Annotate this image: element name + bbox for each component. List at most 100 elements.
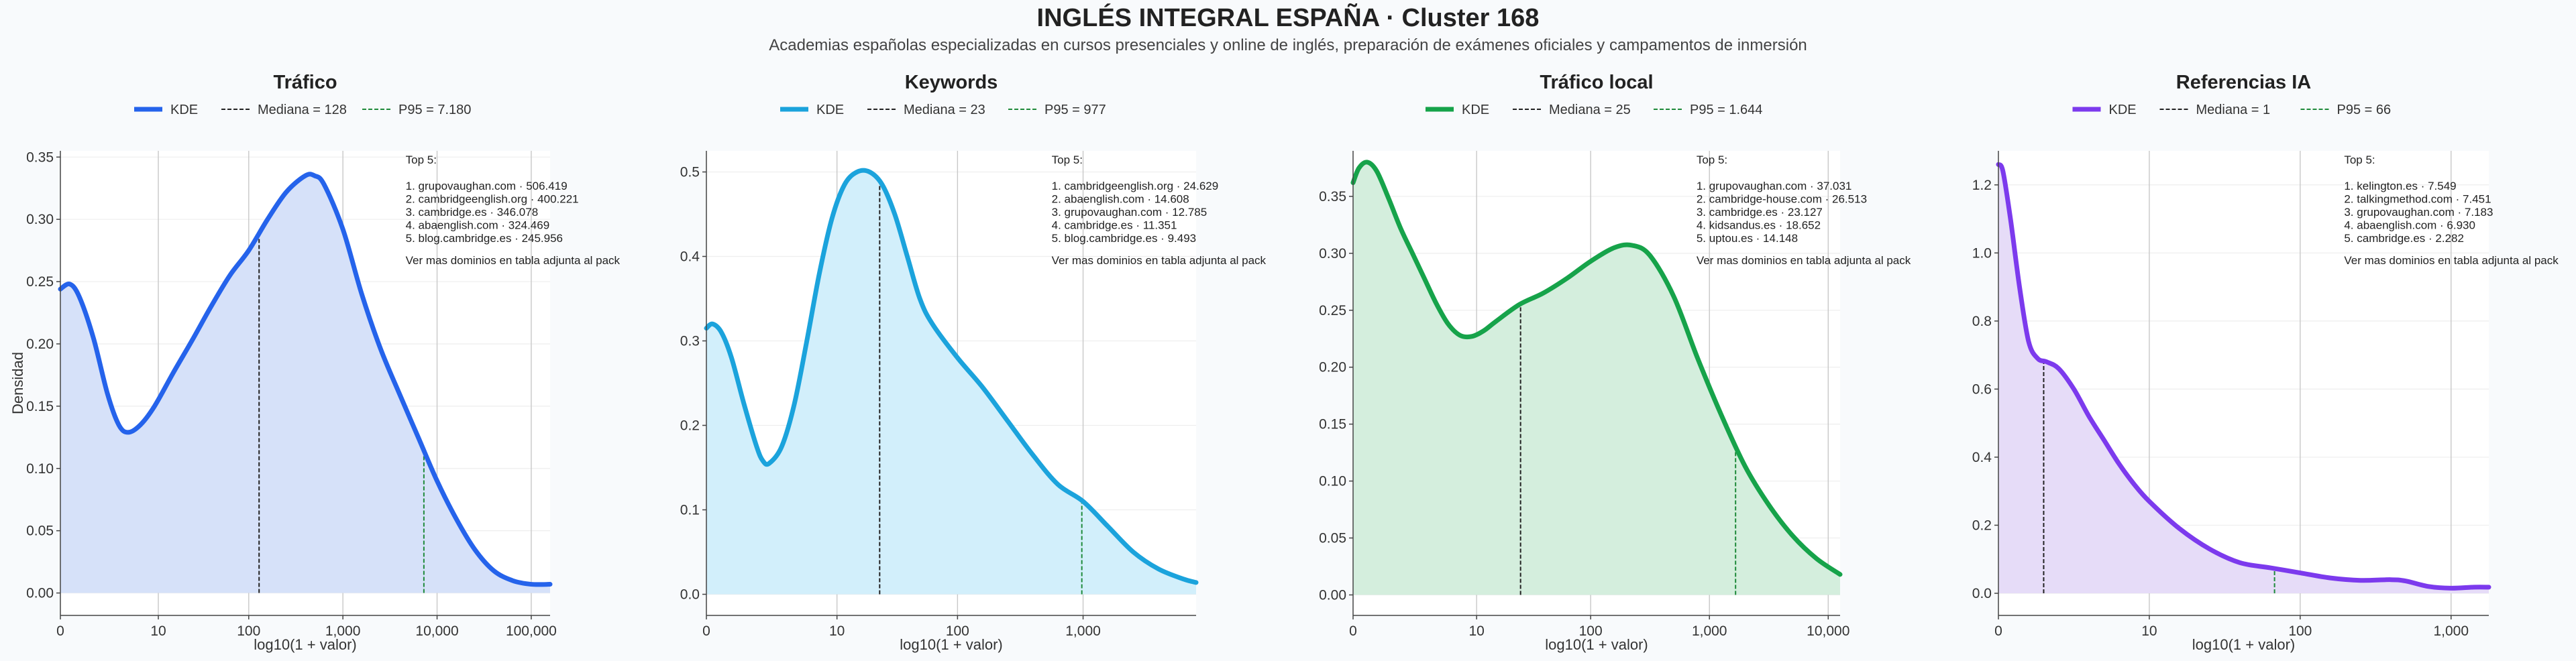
chart-title: Tráfico: [273, 72, 337, 93]
annotation-top-item: 2. cambridgeenglish.org · 400.221: [406, 193, 579, 206]
y-tick-label: 0.00: [26, 586, 54, 601]
y-tick-label: 0.30: [26, 212, 54, 227]
chart-panel-trafico: 0.00 0.05 0.10 0.15 0.20 0.25 0.30 0.35 0 10 100 1,…: [0, 0, 644, 661]
y-tick-label: 0.2: [680, 418, 700, 434]
annotation-top-item: 3. grupovaughan.com · 12.785: [1052, 206, 1208, 219]
chart-title: Tráfico local: [1540, 72, 1653, 93]
x-tick-label: 10: [2141, 623, 2157, 639]
y-tick-label: 0.10: [26, 461, 54, 477]
y-tick-label: 1.2: [1972, 178, 1992, 193]
x-tick-label: 100: [237, 623, 260, 639]
y-tick-label: 0.4: [680, 249, 700, 265]
y-tick-label: 0.10: [1319, 474, 1346, 489]
y-tick-label: 0.0: [680, 587, 700, 603]
annotation-top-item: 2. abaenglish.com · 14.608: [1052, 193, 1189, 206]
annotation-top-title: Top 5:: [1697, 154, 1727, 166]
annotation-top-item: 1. kelington.es · 7.549: [2344, 180, 2456, 192]
chart-panel-referencias-ia: 0.0 0.2 0.4 0.6 0.8 1.0 1.2 0 10 100 1,000 log10(1 …: [1932, 0, 2576, 661]
chart-panel-trafico-local: 0.00 0.05 0.10 0.15 0.20 0.25 0.30 0.35 0 10 100 1,…: [1288, 0, 1932, 661]
x-axis-label: log10(1 + valor): [254, 636, 356, 653]
y-tick-label: 0.8: [1972, 314, 1992, 329]
kde-line: [1996, 162, 2491, 591]
chart-trafico-local: 0.00 0.05 0.10 0.15 0.20 0.25 0.30 0.35 0 10 100 1,…: [1319, 72, 1911, 653]
x-tick-label: 10: [829, 623, 845, 639]
y-tick-label: 0.25: [1319, 303, 1346, 318]
legend-label-median: Mediana = 128: [258, 103, 347, 117]
annotation-top-item: 2. talkingmethod.com · 7.451: [2344, 193, 2491, 206]
y-tick-label: 0.05: [26, 524, 54, 539]
annotation-top-item: 3. cambridge.es · 23.127: [1697, 206, 1823, 219]
annotation-top-item: 5. blog.cambridge.es · 245.956: [406, 232, 563, 245]
x-tick-label: 10: [1468, 623, 1484, 639]
annotation-top-item: 1. grupovaughan.com · 506.419: [406, 180, 568, 192]
y-tick-label: 0.15: [1319, 417, 1346, 432]
annotation-top-item: 1. grupovaughan.com · 37.031: [1697, 180, 1852, 192]
legend-label-p95: P95 = 7.180: [398, 103, 471, 117]
legend-label-kde: KDE: [816, 103, 844, 117]
annotation-top-item: 5. blog.cambridge.es · 9.493: [1052, 232, 1196, 245]
y-tick-label: 0.0: [1972, 586, 1992, 601]
chart-title: Referencias IA: [2176, 72, 2312, 93]
annotation-top-item: 3. cambridge.es · 346.078: [406, 206, 539, 219]
legend-label-median: Mediana = 1: [2196, 103, 2271, 117]
x-tick-label: 0: [56, 623, 64, 639]
legend-label-median: Mediana = 25: [1549, 103, 1631, 117]
annotation-top-title: Top 5:: [2344, 154, 2375, 166]
annotation-top-item: 2. cambridge-house.com · 26.513: [1697, 193, 1867, 206]
y-axis-label: Densidad: [9, 352, 26, 414]
chart-title: Keywords: [905, 72, 998, 93]
x-tick-label: 0: [1349, 623, 1357, 639]
kde-area: [706, 170, 1196, 595]
y-tick-label: 0.20: [1319, 360, 1346, 375]
legend-label-p95: P95 = 1.644: [1690, 103, 1762, 117]
legend-label-p95: P95 = 66: [2337, 103, 2392, 117]
annotation-top-item: 4. abaenglish.com · 6.930: [2344, 219, 2475, 232]
x-tick-label: 10: [150, 623, 166, 639]
y-tick-label: 0.4: [1972, 450, 1992, 465]
legend-label-kde: KDE: [170, 103, 198, 117]
x-axis-label: log10(1 + valor): [1545, 636, 1648, 653]
annotation-top-item: 4. cambridge.es · 11.351: [1052, 219, 1177, 232]
annotation-top-item: 4. abaenglish.com · 324.469: [406, 219, 550, 232]
x-tick-label: 1,000: [1065, 623, 1101, 639]
x-tick-label: 0: [1994, 623, 2002, 639]
annotation-note: Ver mas dominios en tabla adjunta al pac…: [1052, 254, 1267, 267]
annotation-top-item: 1. cambridgeenglish.org · 24.629: [1052, 180, 1219, 192]
legend-label-kde: KDE: [2109, 103, 2137, 117]
y-tick-label: 0.20: [26, 337, 54, 352]
x-tick-label: 100: [2288, 623, 2312, 639]
x-tick-label: 100,000: [506, 623, 557, 639]
x-tick-label: 10,000: [415, 623, 458, 639]
kde-area: [1353, 162, 1840, 595]
x-axis-label: log10(1 + valor): [900, 636, 1002, 653]
kde-line: [1350, 160, 1843, 577]
annotation-top-title: Top 5:: [406, 154, 437, 166]
x-tick-label: 1,000: [2433, 623, 2469, 639]
y-tick-label: 0.5: [680, 165, 700, 180]
legend-label-median: Mediana = 23: [904, 103, 985, 117]
kde-line: [704, 168, 1199, 585]
x-tick-label: 100: [946, 623, 969, 639]
x-tick-label: 10,000: [1807, 623, 1849, 639]
y-tick-label: 0.3: [680, 334, 700, 349]
y-tick-label: 0.2: [1972, 518, 1992, 533]
kde-area: [1998, 164, 2489, 593]
y-tick-label: 0.00: [1319, 587, 1346, 603]
x-tick-label: 0: [702, 623, 710, 639]
annotation-note: Ver mas dominios en tabla adjunta al pac…: [2344, 254, 2559, 267]
y-tick-label: 0.6: [1972, 381, 1992, 397]
chart-referencias-ia: 0.0 0.2 0.4 0.6 0.8 1.0 1.2 0 10 100 1,000 log10(1 …: [1972, 72, 2559, 653]
y-tick-label: 1.0: [1972, 245, 1992, 261]
page-subtitle: Academias españolas especializadas en cu…: [769, 36, 1807, 54]
y-tick-label: 0.15: [26, 399, 54, 414]
page-title: INGLÉS INTEGRAL ESPAÑA · Cluster 168: [1036, 4, 1540, 32]
y-tick-label: 0.35: [1319, 189, 1346, 204]
legend-label-kde: KDE: [1462, 103, 1489, 117]
y-tick-label: 0.05: [1319, 531, 1346, 546]
annotation-note: Ver mas dominios en tabla adjunta al pac…: [406, 254, 621, 267]
annotation-top-item: 4. kidsandus.es · 18.652: [1697, 219, 1821, 232]
annotation-top-item: 5. cambridge.es · 2.282: [2344, 232, 2464, 245]
chart-keywords: 0.0 0.1 0.2 0.3 0.4 0.5 0 10 100 1,000 log10(1 + v…: [680, 72, 1267, 653]
kde-area: [60, 174, 550, 593]
kde-line: [58, 172, 553, 587]
